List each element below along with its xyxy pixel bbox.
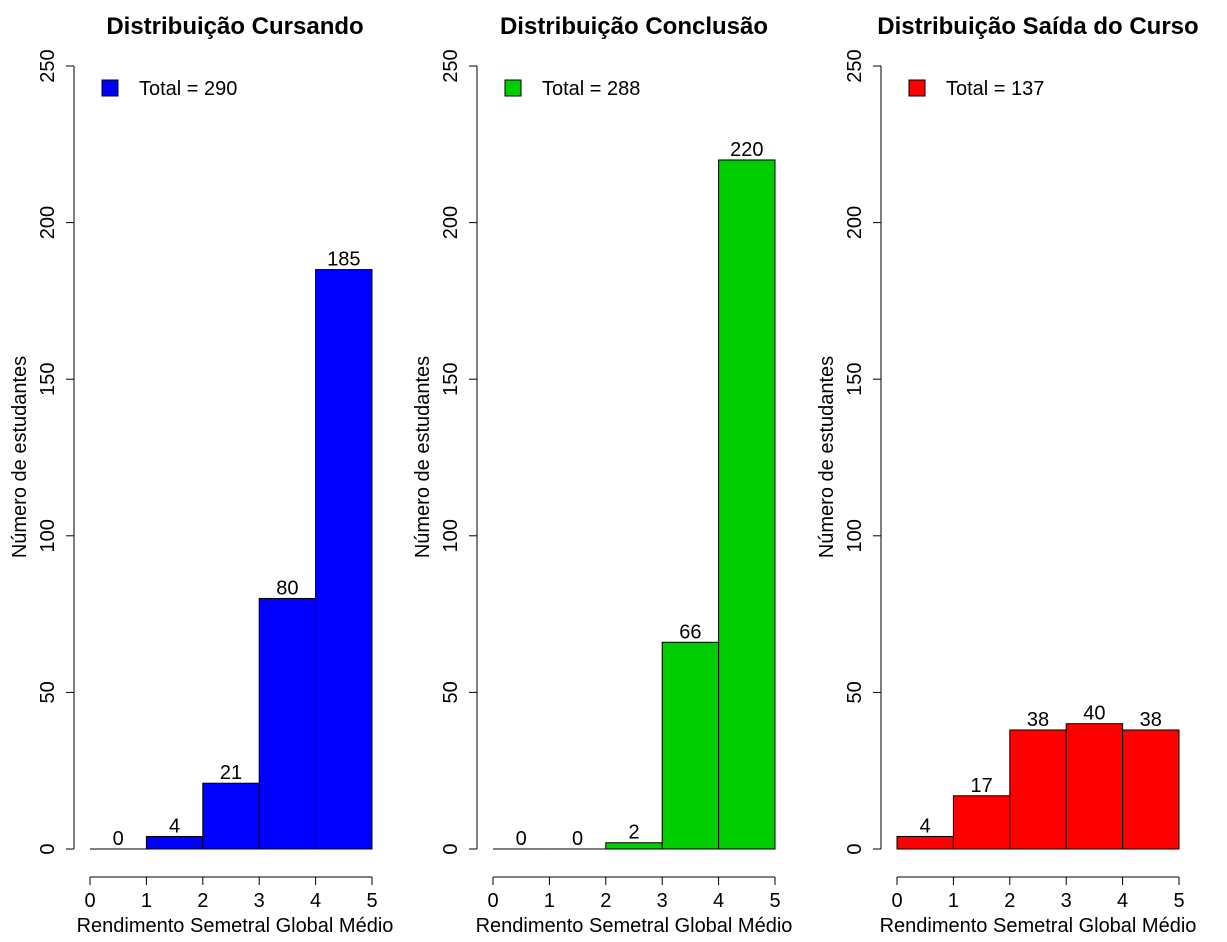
bar-value-label: 4 — [920, 815, 931, 837]
bar-value-label: 0 — [113, 828, 124, 850]
bar-value-label: 40 — [1083, 703, 1105, 725]
y-tick-label: 0 — [844, 843, 866, 854]
y-axis-label: Número de estudantes — [412, 356, 434, 558]
y-axis-label: Número de estudantes — [9, 356, 31, 558]
histogram-bar — [719, 160, 775, 849]
histogram-bar — [1066, 724, 1122, 849]
legend-swatch — [909, 80, 925, 96]
y-tick-label: 250 — [440, 49, 462, 82]
legend-label: Total = 137 — [946, 78, 1044, 100]
y-tick-label: 0 — [37, 843, 59, 854]
x-tick-label: 1 — [948, 890, 959, 912]
x-tick-label: 4 — [713, 890, 724, 912]
histogram-bar — [953, 796, 1009, 849]
x-tick-label: 5 — [366, 890, 377, 912]
bar-value-label: 185 — [327, 249, 360, 271]
y-tick-label: 50 — [844, 681, 866, 703]
x-tick-label: 2 — [1004, 890, 1015, 912]
x-tick-label: 0 — [84, 890, 95, 912]
bar-value-label: 38 — [1027, 709, 1049, 731]
y-tick-label: 150 — [844, 363, 866, 396]
bar-value-label: 38 — [1140, 709, 1162, 731]
x-tick-label: 2 — [600, 890, 611, 912]
bar-value-label: 80 — [276, 577, 298, 599]
x-tick-label: 1 — [141, 890, 152, 912]
x-axis-label: Rendimento Semetral Global Médio — [880, 915, 1197, 937]
bar-value-label: 17 — [970, 775, 992, 797]
histogram-bar — [259, 598, 315, 849]
legend-label: Total = 288 — [542, 78, 640, 100]
bar-value-label: 2 — [628, 822, 639, 844]
y-tick-label: 150 — [440, 363, 462, 396]
chart-title: Distribuição Conclusão — [500, 13, 768, 40]
x-tick-label: 0 — [891, 890, 902, 912]
x-tick-label: 0 — [487, 890, 498, 912]
y-tick-label: 100 — [440, 519, 462, 552]
x-tick-label: 3 — [254, 890, 265, 912]
bar-value-label: 220 — [730, 139, 763, 161]
y-tick-label: 200 — [37, 206, 59, 239]
histogram-bar — [203, 783, 259, 849]
x-axis-label: Rendimento Semetral Global Médio — [476, 915, 793, 937]
x-tick-label: 4 — [310, 890, 321, 912]
y-tick-label: 50 — [440, 681, 462, 703]
bar-value-label: 0 — [572, 828, 583, 850]
x-tick-label: 3 — [1061, 890, 1072, 912]
y-tick-label: 50 — [37, 681, 59, 703]
x-tick-label: 3 — [657, 890, 668, 912]
histogram-bar — [897, 836, 953, 849]
chart-title: Distribuição Saída do Curso — [877, 13, 1198, 40]
legend-swatch — [102, 80, 118, 96]
histogram-bar — [1010, 730, 1066, 849]
y-tick-label: 200 — [844, 206, 866, 239]
x-tick-label: 5 — [769, 890, 780, 912]
bar-value-label: 0 — [516, 828, 527, 850]
histogram-bar — [662, 642, 718, 849]
y-tick-label: 100 — [844, 519, 866, 552]
histogram-bar — [316, 270, 372, 849]
x-axis-label: Rendimento Semetral Global Médio — [77, 915, 394, 937]
x-tick-label: 2 — [197, 890, 208, 912]
y-tick-label: 250 — [37, 49, 59, 82]
histogram-bar — [146, 836, 202, 849]
bar-value-label: 4 — [169, 815, 180, 837]
bar-value-label: 66 — [679, 621, 701, 643]
bar-value-label: 21 — [220, 762, 242, 784]
y-tick-label: 150 — [37, 363, 59, 396]
x-tick-label: 5 — [1173, 890, 1184, 912]
chart-title: Distribuição Cursando — [106, 13, 363, 40]
histogram-bar — [1123, 730, 1179, 849]
x-tick-label: 1 — [544, 890, 555, 912]
y-tick-label: 0 — [440, 843, 462, 854]
legend-swatch — [505, 80, 521, 96]
y-tick-label: 100 — [37, 519, 59, 552]
y-tick-label: 250 — [844, 49, 866, 82]
y-axis-label: Número de estudantes — [816, 356, 838, 558]
x-tick-label: 4 — [1117, 890, 1128, 912]
legend-label: Total = 290 — [139, 78, 237, 100]
y-tick-label: 200 — [440, 206, 462, 239]
